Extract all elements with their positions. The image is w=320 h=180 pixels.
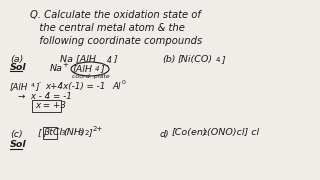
Text: 4: 4	[107, 56, 112, 65]
Text: coord. plate: coord. plate	[72, 74, 110, 79]
Text: [AlH: [AlH	[73, 64, 93, 73]
Text: 0: 0	[122, 80, 126, 85]
Text: ]: ]	[88, 128, 92, 137]
Text: ]: ]	[113, 54, 117, 63]
Text: ): )	[81, 128, 85, 137]
Text: Sol: Sol	[10, 140, 27, 149]
Text: -: -	[106, 62, 108, 68]
Text: 2: 2	[85, 130, 89, 136]
Text: βtCl: βtCl	[43, 128, 62, 137]
Text: the central metal atom & the: the central metal atom & the	[30, 23, 185, 33]
Text: -: -	[39, 80, 41, 85]
Text: ]: ]	[35, 82, 38, 91]
Text: Na [AlH: Na [AlH	[60, 54, 96, 63]
Text: 2: 2	[203, 130, 207, 136]
Text: 4: 4	[95, 66, 100, 72]
Text: x = +3: x = +3	[35, 101, 66, 110]
Text: (NH: (NH	[63, 128, 81, 137]
Text: 4: 4	[216, 57, 220, 63]
Text: (b): (b)	[162, 55, 175, 64]
Text: (ONO)cl] cl: (ONO)cl] cl	[207, 128, 259, 137]
Text: Q. Calculate the oxidation state of: Q. Calculate the oxidation state of	[30, 10, 201, 20]
Text: [: [	[38, 128, 42, 137]
Text: +: +	[62, 62, 68, 68]
Text: d): d)	[160, 130, 170, 139]
Text: following coordinate compounds: following coordinate compounds	[30, 36, 202, 46]
Text: Sol: Sol	[10, 63, 27, 72]
Text: x+4x(-1) = -1: x+4x(-1) = -1	[45, 82, 105, 91]
Text: 3: 3	[60, 130, 65, 136]
Text: [Ni(CO): [Ni(CO)	[178, 55, 213, 64]
Text: (a): (a)	[10, 55, 23, 64]
Text: 3: 3	[78, 130, 83, 136]
Text: ]: ]	[100, 64, 104, 73]
Text: [Co(en): [Co(en)	[172, 128, 208, 137]
Text: 4: 4	[31, 83, 35, 88]
Text: Na: Na	[50, 64, 63, 73]
Text: →  x - 4 = -1: → x - 4 = -1	[18, 92, 72, 101]
Text: [AlH: [AlH	[10, 82, 28, 91]
Text: 2+: 2+	[93, 126, 103, 132]
Text: ]: ]	[221, 55, 225, 64]
Text: Al: Al	[112, 82, 120, 91]
Text: (c): (c)	[10, 130, 23, 139]
